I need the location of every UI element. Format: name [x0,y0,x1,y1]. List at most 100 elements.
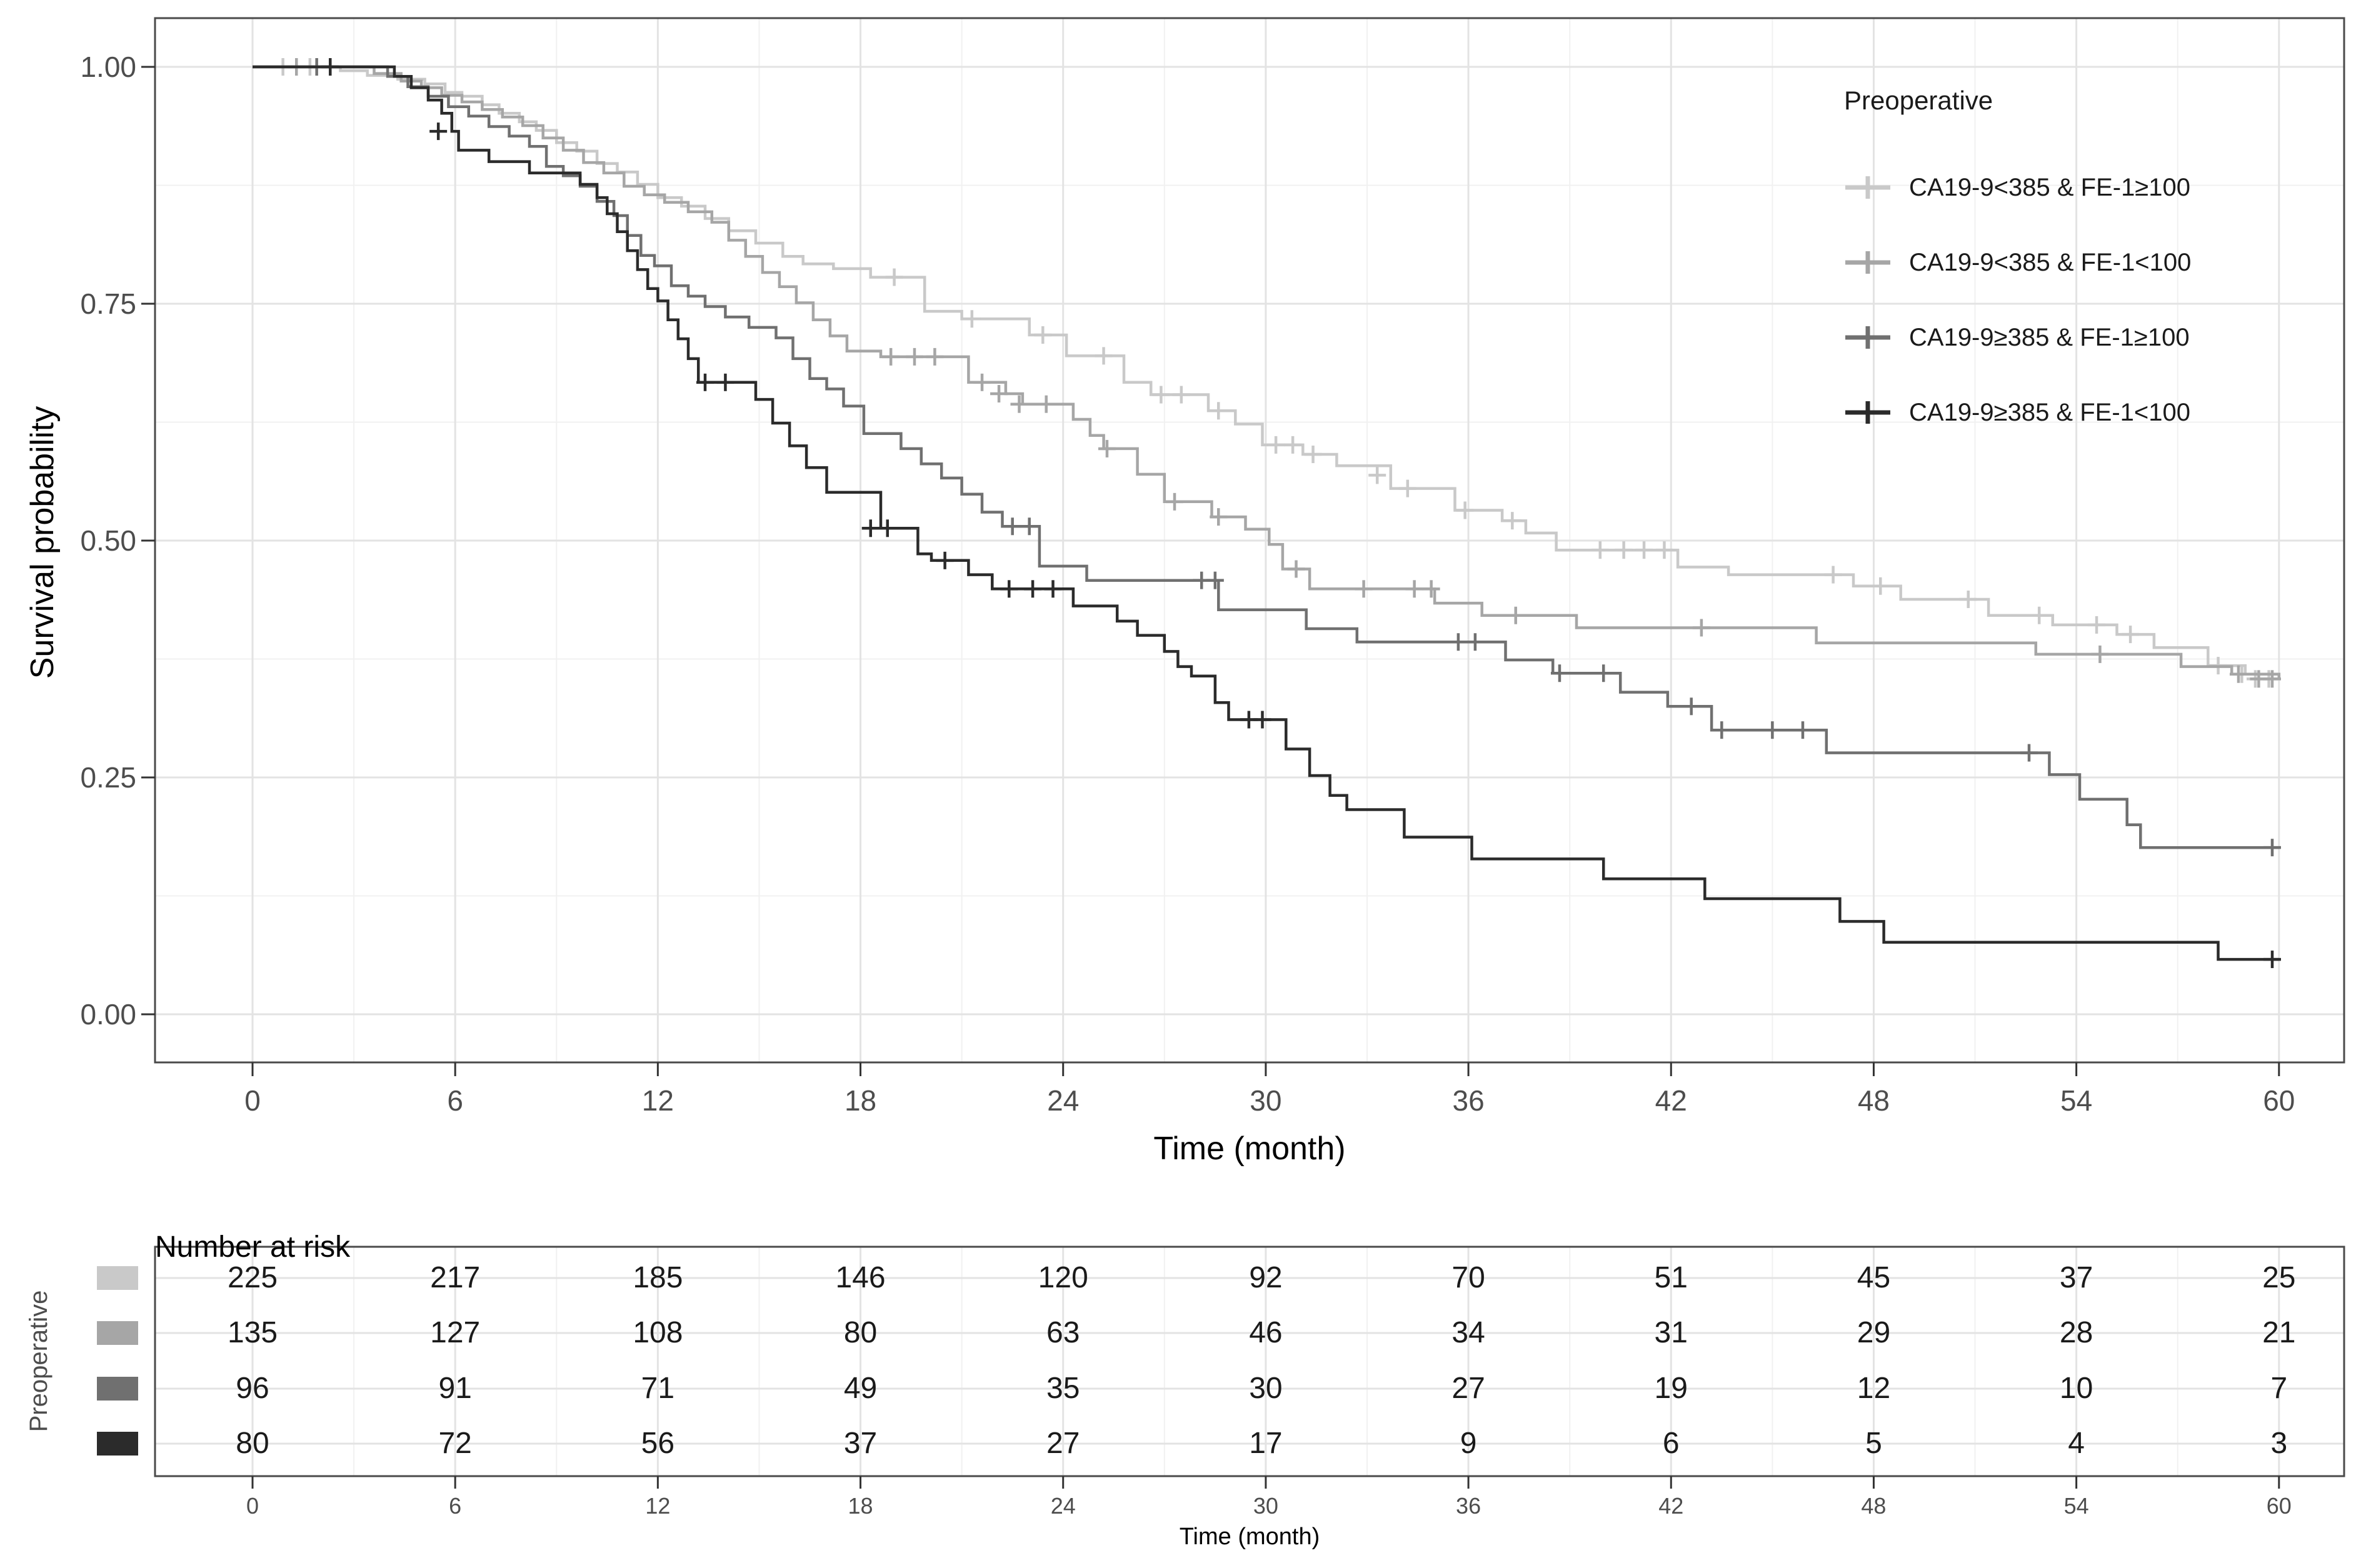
risk-value: 4 [2068,1427,2085,1460]
legend: Preoperative CA19-9<385 & FE-1≥100 CA19-9… [1844,87,2191,450]
y-tick-label: 0.00 [80,998,136,1031]
risk-tick-label: 0 [246,1493,259,1519]
risk-value: 127 [430,1316,481,1349]
risk-value: 17 [1249,1427,1283,1460]
risk-tick-label: 12 [645,1493,671,1519]
legend-item: CA19-9≥385 & FE-1<100 [1844,375,2191,450]
x-tick-label: 54 [2060,1084,2093,1117]
risk-value: 217 [430,1261,481,1294]
risk-value: 120 [1038,1261,1088,1294]
risk-value: 80 [236,1427,269,1460]
risk-value: 12 [1857,1372,1891,1405]
legend-title: Preoperative [1844,86,1993,115]
risk-value: 35 [1046,1372,1080,1405]
risk-value: 135 [227,1316,278,1349]
risk-value: 37 [843,1427,878,1460]
legend-key-censor-icon [1845,176,1890,199]
risk-value: 45 [1857,1261,1891,1294]
risk-value: 5 [1865,1427,1882,1460]
risk-row-key-swatch [97,1321,138,1345]
legend-key-censor-icon [1845,251,1890,274]
legend-item: CA19-9<385 & FE-1≥100 [1844,150,2191,225]
x-tick-label: 12 [641,1084,674,1117]
y-tick-label: 0.75 [80,287,136,320]
risk-table-title: Number at risk [155,1231,351,1264]
risk-value: 37 [2059,1261,2093,1294]
risk-value: 27 [1046,1427,1080,1460]
risk-value: 28 [2059,1316,2093,1349]
x-tick-label: 30 [1250,1084,1282,1117]
y-tick-label: 0.25 [80,761,136,794]
risk-table-axis-title: Time (month) [1179,1524,1320,1550]
legend-item-label: CA19-9<385 & FE-1≥100 [1909,174,2190,201]
risk-tick-label: 6 [449,1493,462,1519]
x-tick-label: 24 [1047,1084,1080,1117]
legend-item: CA19-9≥385 & FE-1≥100 [1844,300,2191,375]
legend-items: CA19-9<385 & FE-1≥100 CA19-9<385 & FE-1<1… [1844,150,2191,450]
risk-value: 34 [1451,1316,1485,1349]
risk-value: 56 [641,1427,675,1460]
risk-tick-label: 18 [848,1493,873,1519]
risk-value: 70 [1451,1261,1485,1294]
x-tick-label: 60 [2263,1084,2295,1117]
risk-value: 25 [2262,1261,2296,1294]
risk-row-key-swatch [97,1377,138,1401]
risk-value: 71 [641,1372,675,1405]
risk-value: 96 [236,1372,269,1405]
risk-value: 46 [1249,1316,1283,1349]
x-tick-label: 18 [844,1084,877,1117]
legend-item-label: CA19-9≥385 & FE-1<100 [1909,399,2190,426]
y-tick-label: 0.50 [80,524,136,557]
risk-value: 63 [1046,1316,1080,1349]
km-curve-series-4 [253,65,2279,961]
risk-value: 72 [438,1427,472,1460]
y-tick-label: 1.00 [80,51,136,83]
risk-row-key-swatch [97,1432,138,1456]
risk-value: 21 [2262,1316,2296,1349]
risk-value: 49 [843,1372,878,1405]
legend-key-censor-icon [1845,401,1890,424]
km-curve-series-2 [253,65,2281,679]
risk-value: 29 [1857,1316,1891,1349]
risk-row-key-swatch [97,1266,138,1290]
risk-value: 7 [2270,1372,2288,1405]
risk-value: 19 [1654,1372,1688,1405]
risk-value: 9 [1460,1427,1477,1460]
risk-panel-border [154,1246,2345,1477]
risk-tick-label: 60 [2266,1493,2292,1519]
legend-item-label: CA19-9≥385 & FE-1≥100 [1909,324,2190,351]
risk-value: 225 [227,1261,278,1294]
risk-value: 80 [843,1316,878,1349]
risk-tick-label: 24 [1050,1493,1076,1519]
x-tick-label: 42 [1655,1084,1687,1117]
risk-tick-label: 54 [2063,1493,2089,1519]
km-curve-series-1 [253,65,2281,679]
legend-key-censor-icon [1845,326,1890,349]
risk-tick-label: 48 [1861,1493,1887,1519]
risk-value: 108 [633,1316,683,1349]
x-axis-title: Time (month) [1153,1131,1346,1167]
risk-tick-label: 30 [1253,1493,1278,1519]
risk-value: 27 [1451,1372,1485,1405]
risk-value: 146 [835,1261,886,1294]
legend-item-label: CA19-9<385 & FE-1<100 [1909,249,2192,276]
risk-value: 30 [1249,1372,1283,1405]
legend-item: CA19-9<385 & FE-1<100 [1844,225,2191,300]
risk-value: 6 [1662,1427,1680,1460]
risk-value: 91 [438,1372,472,1405]
risk-value: 3 [2270,1427,2288,1460]
risk-value: 31 [1654,1316,1688,1349]
risk-value: 92 [1249,1261,1283,1294]
risk-tick-label: 36 [1456,1493,1481,1519]
risk-value: 10 [2059,1372,2093,1405]
x-tick-label: 36 [1452,1084,1485,1117]
x-tick-label: 6 [447,1084,463,1117]
risk-tick-label: 42 [1658,1493,1684,1519]
x-tick-label: 48 [1857,1084,1890,1117]
risk-table-group-label: Preoperative [25,1290,53,1432]
risk-value: 51 [1654,1261,1688,1294]
risk-value: 185 [633,1261,683,1294]
x-tick-label: 0 [244,1084,261,1117]
